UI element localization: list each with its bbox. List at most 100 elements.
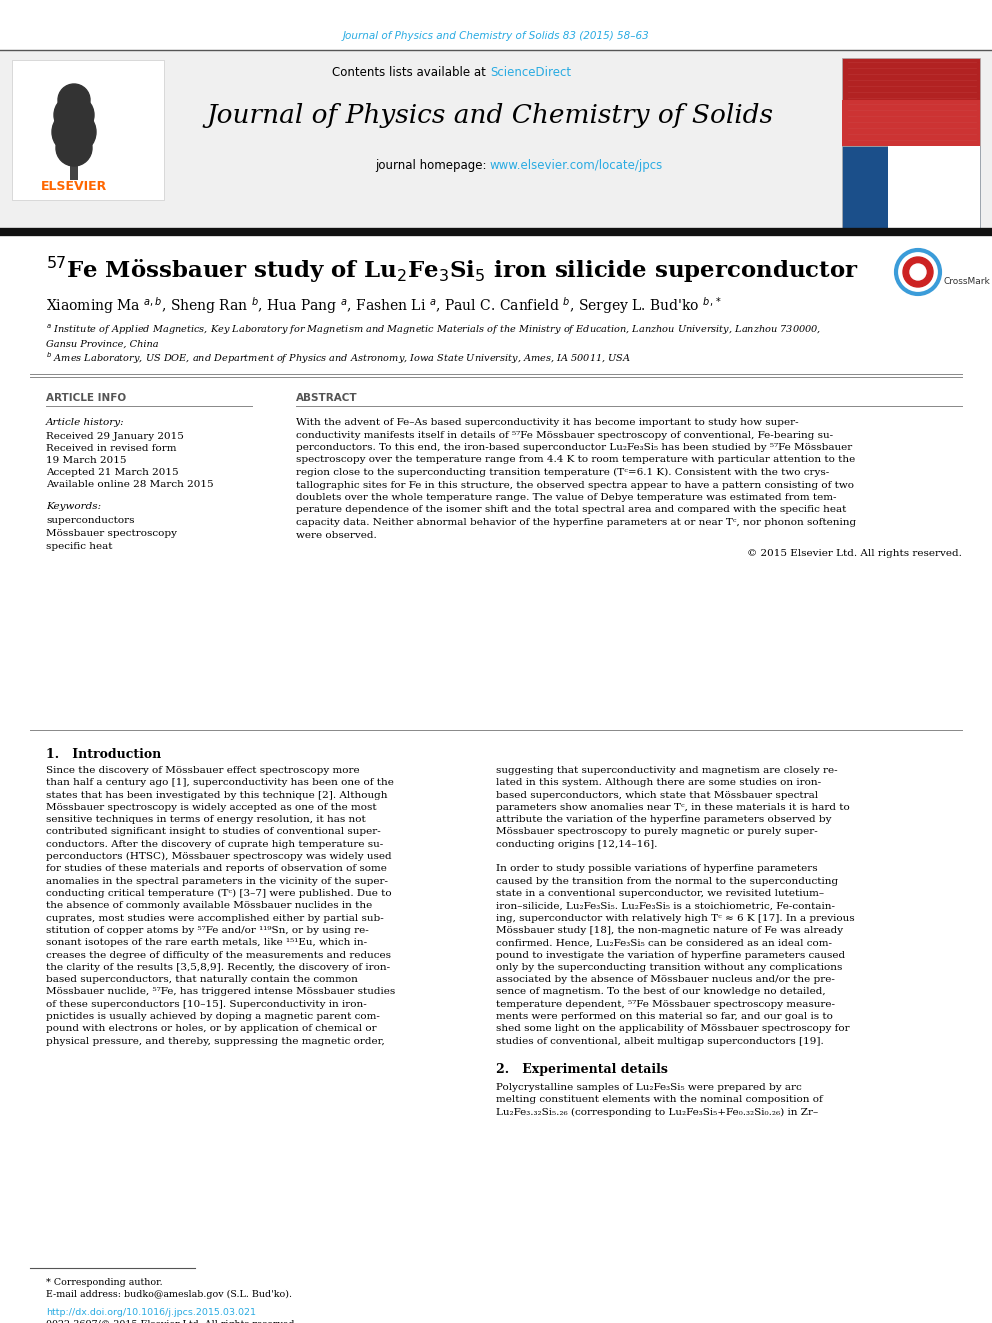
Circle shape xyxy=(910,265,926,280)
Text: perature dependence of the isomer shift and the total spectral area and compared: perature dependence of the isomer shift … xyxy=(296,505,846,515)
Text: Journal of Physics and Chemistry of Solids 83 (2015) 58–63: Journal of Physics and Chemistry of Soli… xyxy=(342,30,650,41)
Text: Mössbauer study [18], the non-magnetic nature of Fe was already: Mössbauer study [18], the non-magnetic n… xyxy=(496,926,843,935)
Text: ELSEVIER: ELSEVIER xyxy=(41,180,107,193)
Text: 2.   Experimental details: 2. Experimental details xyxy=(496,1062,668,1076)
Text: 0022-3697/© 2015 Elsevier Ltd. All rights reserved.: 0022-3697/© 2015 Elsevier Ltd. All right… xyxy=(46,1320,298,1323)
Text: based superconductors, that naturally contain the common: based superconductors, that naturally co… xyxy=(46,975,358,984)
Text: caused by the transition from the normal to the superconducting: caused by the transition from the normal… xyxy=(496,877,838,885)
Text: conducting critical temperature (Tᶜ) [3–7] were published. Due to: conducting critical temperature (Tᶜ) [3–… xyxy=(46,889,392,898)
Text: Journal of Physics and Chemistry of Solids: Journal of Physics and Chemistry of Soli… xyxy=(206,102,774,127)
Text: lated in this system. Although there are some studies on iron-: lated in this system. Although there are… xyxy=(496,778,821,787)
Circle shape xyxy=(52,110,96,153)
Text: the absence of commonly available Mössbauer nuclides in the: the absence of commonly available Mössba… xyxy=(46,901,372,910)
Text: $^{a}$ Institute of Applied Magnetics, Key Laboratory for Magnetism and Magnetic: $^{a}$ Institute of Applied Magnetics, K… xyxy=(46,323,821,337)
Text: ABSTRACT: ABSTRACT xyxy=(296,393,358,404)
Text: than half a century ago [1], superconductivity has been one of the: than half a century ago [1], superconduc… xyxy=(46,778,394,787)
Text: * Corresponding author.: * Corresponding author. xyxy=(46,1278,163,1287)
Text: Since the discovery of Mössbauer effect spectroscopy more: Since the discovery of Mössbauer effect … xyxy=(46,766,360,775)
Text: Received 29 January 2015: Received 29 January 2015 xyxy=(46,433,184,441)
Text: Available online 28 March 2015: Available online 28 March 2015 xyxy=(46,480,213,490)
Text: shed some light on the applicability of Mössbauer spectroscopy for: shed some light on the applicability of … xyxy=(496,1024,849,1033)
Text: Keywords:: Keywords: xyxy=(46,501,101,511)
Circle shape xyxy=(54,95,94,135)
Text: confirmed. Hence, Lu₂Fe₃Si₅ can be considered as an ideal com-: confirmed. Hence, Lu₂Fe₃Si₅ can be consi… xyxy=(496,938,832,947)
Bar xyxy=(842,58,980,146)
Text: ments were performed on this material so far, and our goal is to: ments were performed on this material so… xyxy=(496,1012,833,1021)
Text: Lu₂Fe₃.₃₂Si₅.₂₆ (corresponding to Lu₂Fe₃Si₅+Fe₀.₃₂Si₀.₂₆) in Zr–: Lu₂Fe₃.₃₂Si₅.₂₆ (corresponding to Lu₂Fe₃… xyxy=(496,1107,818,1117)
Bar xyxy=(0,50,992,232)
Text: Mössbauer spectroscopy is widely accepted as one of the most: Mössbauer spectroscopy is widely accepte… xyxy=(46,803,377,812)
Text: of these superconductors [10–15]. Superconductivity in iron-: of these superconductors [10–15]. Superc… xyxy=(46,1000,367,1008)
Text: conducting origins [12,14–16].: conducting origins [12,14–16]. xyxy=(496,840,658,849)
Text: http://dx.doi.org/10.1016/j.jpcs.2015.03.021: http://dx.doi.org/10.1016/j.jpcs.2015.03… xyxy=(46,1308,256,1316)
Text: ARTICLE INFO: ARTICLE INFO xyxy=(46,393,126,404)
Text: associated by the absence of Mössbauer nucleus and/or the pre-: associated by the absence of Mössbauer n… xyxy=(496,975,835,984)
Text: suggesting that superconductivity and magnetism are closely re-: suggesting that superconductivity and ma… xyxy=(496,766,837,775)
Text: region close to the superconducting transition temperature (Tᶜ=6.1 K). Consisten: region close to the superconducting tran… xyxy=(296,468,829,478)
Text: ing, superconductor with relatively high Tᶜ ≈ 6 K [17]. In a previous: ing, superconductor with relatively high… xyxy=(496,914,855,922)
Text: conductivity manifests itself in details of ⁵⁷Fe Mössbauer spectroscopy of conve: conductivity manifests itself in details… xyxy=(296,430,833,439)
Text: journal homepage:: journal homepage: xyxy=(375,160,490,172)
Circle shape xyxy=(903,257,933,287)
Text: $^{57}$Fe Mössbauer study of Lu$_2$Fe$_3$Si$_5$ iron silicide superconductor: $^{57}$Fe Mössbauer study of Lu$_2$Fe$_3… xyxy=(46,255,859,284)
Text: ScienceDirect: ScienceDirect xyxy=(490,66,571,78)
Text: Accepted 21 March 2015: Accepted 21 March 2015 xyxy=(46,468,179,478)
Text: CrossMark: CrossMark xyxy=(944,278,991,287)
Text: state in a conventional superconductor, we revisited lutetium–: state in a conventional superconductor, … xyxy=(496,889,824,898)
Text: superconductors: superconductors xyxy=(46,516,135,525)
Text: were observed.: were observed. xyxy=(296,531,377,540)
Text: anomalies in the spectral parameters in the vicinity of the super-: anomalies in the spectral parameters in … xyxy=(46,877,388,885)
Circle shape xyxy=(58,83,90,116)
Text: pnictides is usually achieved by doping a magnetic parent com-: pnictides is usually achieved by doping … xyxy=(46,1012,380,1021)
Text: Article history:: Article history: xyxy=(46,418,125,427)
Text: 1.   Introduction: 1. Introduction xyxy=(46,747,162,761)
Text: sonant isotopes of the rare earth metals, like ¹⁵¹Eu, which in-: sonant isotopes of the rare earth metals… xyxy=(46,938,367,947)
Text: specific heat: specific heat xyxy=(46,542,112,550)
Text: E-mail address: budko@ameslab.gov (S.L. Bud'ko).: E-mail address: budko@ameslab.gov (S.L. … xyxy=(46,1290,292,1299)
Text: stitution of copper atoms by ⁵⁷Fe and/or ¹¹⁹Sn, or by using re-: stitution of copper atoms by ⁵⁷Fe and/or… xyxy=(46,926,369,935)
Text: 19 March 2015: 19 March 2015 xyxy=(46,456,127,464)
Text: melting constituent elements with the nominal composition of: melting constituent elements with the no… xyxy=(496,1095,822,1105)
Text: pound with electrons or holes, or by application of chemical or: pound with electrons or holes, or by app… xyxy=(46,1024,377,1033)
Text: for studies of these materials and reports of observation of some: for studies of these materials and repor… xyxy=(46,864,387,873)
Text: studies of conventional, albeit multigap superconductors [19].: studies of conventional, albeit multigap… xyxy=(496,1037,823,1045)
Text: With the advent of Fe–As based superconductivity it has become important to stud: With the advent of Fe–As based supercond… xyxy=(296,418,799,427)
Text: Received in revised form: Received in revised form xyxy=(46,445,177,452)
Bar xyxy=(888,146,980,230)
Text: perconductors. To this end, the iron-based superconductor Lu₂Fe₃Si₅ has been stu: perconductors. To this end, the iron-bas… xyxy=(296,443,852,452)
Text: physical pressure, and thereby, suppressing the magnetic order,: physical pressure, and thereby, suppress… xyxy=(46,1037,385,1045)
Text: Mössbauer spectroscopy to purely magnetic or purely super-: Mössbauer spectroscopy to purely magneti… xyxy=(496,827,817,836)
Text: cuprates, most studies were accomplished either by partial sub-: cuprates, most studies were accomplished… xyxy=(46,914,384,922)
Text: sensitive techniques in terms of energy resolution, it has not: sensitive techniques in terms of energy … xyxy=(46,815,366,824)
Text: Mössbauer nuclide, ⁵⁷Fe, has triggered intense Mössbauer studies: Mössbauer nuclide, ⁵⁷Fe, has triggered i… xyxy=(46,987,395,996)
Text: the clarity of the results [3,5,8,9]. Recently, the discovery of iron-: the clarity of the results [3,5,8,9]. Re… xyxy=(46,963,390,972)
Text: based superconductors, which state that Mössbauer spectral: based superconductors, which state that … xyxy=(496,791,818,799)
Text: perconductors (HTSC), Mössbauer spectroscopy was widely used: perconductors (HTSC), Mössbauer spectros… xyxy=(46,852,392,861)
Text: Contents lists available at: Contents lists available at xyxy=(332,66,490,78)
Text: Polycrystalline samples of Lu₂Fe₃Si₅ were prepared by arc: Polycrystalline samples of Lu₂Fe₃Si₅ wer… xyxy=(496,1084,802,1091)
Bar xyxy=(12,60,164,200)
Text: Xiaoming Ma $^{a,b}$, Sheng Ran $^{b}$, Hua Pang $^{a}$, Fashen Li $^{a}$, Paul : Xiaoming Ma $^{a,b}$, Sheng Ran $^{b}$, … xyxy=(46,295,722,316)
Bar xyxy=(70,155,78,180)
Text: In order to study possible variations of hyperfine parameters: In order to study possible variations of… xyxy=(496,864,817,873)
Text: contributed significant insight to studies of conventional super-: contributed significant insight to studi… xyxy=(46,827,381,836)
Text: © 2015 Elsevier Ltd. All rights reserved.: © 2015 Elsevier Ltd. All rights reserved… xyxy=(747,549,962,558)
Bar xyxy=(842,101,980,146)
Text: $^{b}$ Ames Laboratory, US DOE, and Department of Physics and Astronomy, Iowa St: $^{b}$ Ames Laboratory, US DOE, and Depa… xyxy=(46,351,631,366)
Text: doublets over the whole temperature range. The value of Debye temperature was es: doublets over the whole temperature rang… xyxy=(296,493,836,501)
Text: capacity data. Neither abnormal behavior of the hyperfine parameters at or near : capacity data. Neither abnormal behavior… xyxy=(296,519,856,527)
Text: sence of magnetism. To the best of our knowledge no detailed,: sence of magnetism. To the best of our k… xyxy=(496,987,825,996)
Text: parameters show anomalies near Tᶜ, in these materials it is hard to: parameters show anomalies near Tᶜ, in th… xyxy=(496,803,850,812)
Text: Gansu Province, China: Gansu Province, China xyxy=(46,340,159,348)
Text: tallographic sites for Fe in this structure, the observed spectra appear to have: tallographic sites for Fe in this struct… xyxy=(296,480,854,490)
Text: pound to investigate the variation of hyperfine parameters caused: pound to investigate the variation of hy… xyxy=(496,950,845,959)
Text: attribute the variation of the hyperfine parameters observed by: attribute the variation of the hyperfine… xyxy=(496,815,831,824)
Text: only by the superconducting transition without any complications: only by the superconducting transition w… xyxy=(496,963,842,972)
Text: Mössbauer spectroscopy: Mössbauer spectroscopy xyxy=(46,529,177,538)
Text: conductors. After the discovery of cuprate high temperature su-: conductors. After the discovery of cupra… xyxy=(46,840,383,849)
Text: temperature dependent, ⁵⁷Fe Mössbauer spectroscopy measure-: temperature dependent, ⁵⁷Fe Mössbauer sp… xyxy=(496,1000,835,1008)
Text: www.elsevier.com/locate/jpcs: www.elsevier.com/locate/jpcs xyxy=(490,160,664,172)
Text: spectroscopy over the temperature range from 4.4 K to room temperature with part: spectroscopy over the temperature range … xyxy=(296,455,855,464)
Text: states that has been investigated by this technique [2]. Although: states that has been investigated by thi… xyxy=(46,791,388,799)
Text: iron–silicide, Lu₂Fe₃Si₅. Lu₂Fe₃Si₅ is a stoichiometric, Fe-contain-: iron–silicide, Lu₂Fe₃Si₅. Lu₂Fe₃Si₅ is a… xyxy=(496,901,835,910)
